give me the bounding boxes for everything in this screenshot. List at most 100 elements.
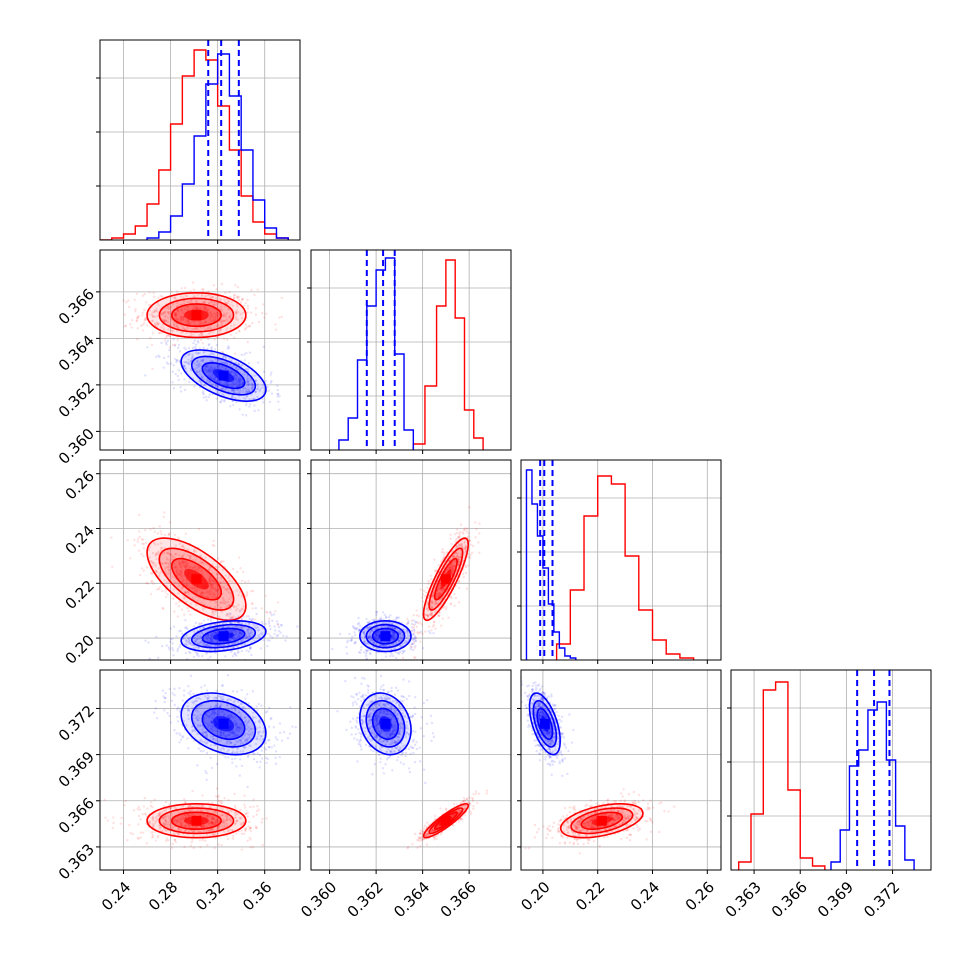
scatter-point (385, 629, 388, 632)
scatter-point (215, 287, 218, 291)
scatter-point (263, 316, 266, 319)
scatter-point (411, 642, 414, 646)
scatter-point (374, 635, 377, 638)
scatter-point (378, 618, 381, 621)
scatter-point (213, 593, 216, 597)
scatter-point (144, 318, 148, 321)
scatter-point (234, 382, 238, 385)
scatter-point (399, 638, 402, 641)
scatter-point (402, 650, 405, 653)
scatter-point (430, 612, 434, 615)
scatter-point (475, 528, 478, 531)
scatter-point (162, 312, 166, 315)
scatter-point (211, 596, 214, 599)
scatter-point (187, 354, 191, 357)
scatter-point (208, 294, 212, 298)
scatter-point (449, 533, 452, 536)
scatter-point (192, 333, 195, 336)
hist-p3-series-0 (555, 475, 695, 660)
scatter-point (218, 615, 221, 619)
scatter-point (456, 554, 459, 558)
scatter-point (430, 607, 434, 610)
scatter-point (172, 323, 176, 326)
scatter-point (159, 546, 163, 550)
scatter-point (370, 629, 374, 633)
scatter-point (199, 635, 202, 638)
scatter-point (188, 557, 192, 561)
scatter-point (134, 307, 137, 311)
scatter-point (187, 548, 190, 552)
scatter-point (242, 637, 245, 641)
scatter-point (179, 390, 183, 393)
scatter-point (256, 387, 259, 391)
scatter-point (180, 568, 184, 571)
scatter-point (186, 561, 190, 565)
scatter-point (198, 566, 201, 570)
scatter-point (156, 542, 160, 546)
scatter-point (141, 314, 144, 317)
scatter-point (171, 555, 174, 558)
scatter-point (189, 360, 192, 363)
scatter-point (151, 319, 155, 322)
scatter-point (229, 295, 232, 299)
scatter-point (126, 839, 129, 842)
scatter-point (401, 633, 404, 637)
scatter-point (228, 357, 231, 360)
scatter-point (127, 299, 130, 302)
scatter-point (112, 821, 115, 825)
scatter-point (364, 642, 368, 645)
scatter-point (191, 307, 195, 311)
scatter-point (155, 635, 158, 638)
scatter-point (248, 324, 252, 328)
scatter-point (196, 339, 199, 343)
scatter-point (177, 572, 180, 576)
scatter-point (171, 642, 174, 645)
scatter-point (251, 383, 254, 387)
scatter-point (141, 542, 144, 545)
scatter-point (142, 542, 145, 546)
scatter-point (191, 789, 194, 793)
scatter-point (401, 652, 404, 655)
scatter-point (460, 544, 464, 548)
scatter-point (228, 290, 231, 294)
scatter-point (223, 400, 226, 403)
scatter-point (223, 643, 226, 647)
scatter-point (458, 544, 461, 548)
scatter-point (207, 308, 210, 311)
scatter-point (412, 633, 415, 636)
scatter-point (197, 365, 200, 368)
scatter-point (219, 391, 222, 394)
scatter-point (230, 615, 233, 619)
scatter-point (205, 309, 209, 312)
scatter-point (246, 377, 249, 380)
scatter-point (231, 630, 234, 633)
scatter-point (222, 585, 226, 589)
scatter-point (247, 580, 250, 583)
scatter-point (437, 593, 441, 597)
scatter-point (238, 384, 241, 387)
scatter-point (225, 362, 229, 366)
scatter-point (359, 648, 363, 652)
scatter-point (234, 378, 238, 381)
scatter-point (180, 566, 183, 569)
scatter-point (233, 634, 237, 637)
scatter-point (414, 639, 417, 643)
scatter-point (198, 637, 201, 640)
scatter-point (172, 311, 176, 315)
scatter-point (202, 393, 206, 396)
scatter-point (142, 547, 145, 550)
scatter-point (410, 643, 414, 646)
scatter-point (412, 628, 416, 631)
scatter-point (169, 640, 172, 643)
scatter-point (256, 634, 260, 637)
scatter-point (147, 548, 151, 552)
scatter-point (151, 572, 154, 575)
scatter-point (362, 638, 366, 641)
scatter-point (208, 624, 211, 627)
scatter-point (169, 637, 172, 641)
scatter-point (248, 617, 251, 621)
scatter-point (219, 607, 222, 610)
scatter-point (184, 367, 188, 370)
scatter-point (174, 372, 177, 376)
scatter-point (397, 639, 400, 643)
